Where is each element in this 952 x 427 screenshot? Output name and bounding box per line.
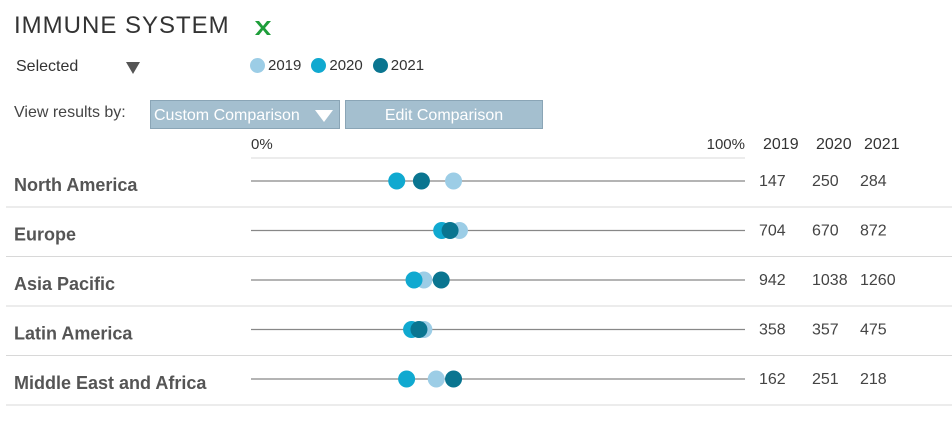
- dot-2020: [405, 271, 423, 289]
- legend: 2019 2020 2021: [250, 57, 434, 74]
- cell-value-2021: 218: [860, 371, 887, 388]
- page-title: IMMUNE SYSTEM: [14, 12, 230, 39]
- cell-value-2020: 1038: [812, 272, 848, 289]
- edit-comparison-button[interactable]: Edit Comparison: [345, 100, 543, 129]
- dot-2021: [410, 321, 428, 338]
- column-header-2021: 2021: [864, 136, 900, 153]
- caret-down-icon: [315, 110, 333, 122]
- excel-export-icon[interactable]: [252, 19, 274, 37]
- row-label: Asia Pacific: [14, 274, 115, 294]
- view-results-label: View results by:: [14, 104, 126, 121]
- legend-item-2021: 2021: [372, 57, 425, 74]
- cell-value-2019: 942: [759, 272, 786, 289]
- dot-2019: [427, 370, 445, 388]
- cell-value-2020: 251: [812, 371, 839, 388]
- chevron-down-icon[interactable]: [126, 62, 140, 74]
- custom-comparison-label: Custom Comparison: [154, 107, 300, 124]
- custom-comparison-dropdown[interactable]: Custom Comparison: [150, 100, 340, 129]
- dot-2019: [445, 172, 463, 190]
- cell-value-2021: 872: [860, 223, 887, 240]
- legend-swatch: [311, 58, 327, 73]
- cell-value-2021: 1260: [860, 272, 896, 289]
- legend-label: 2020: [329, 57, 363, 74]
- row-label: Middle East and Africa: [14, 373, 207, 393]
- legend-swatch: [250, 58, 265, 73]
- dot-2020: [388, 172, 406, 190]
- legend-swatch: [372, 58, 388, 73]
- cell-value-2020: 670: [812, 223, 839, 240]
- legend-item-2020: 2020: [311, 57, 363, 74]
- column-header-2020: 2020: [816, 136, 852, 153]
- cell-value-2019: 147: [759, 173, 786, 190]
- row-label: North America: [14, 175, 138, 195]
- cell-value-2019: 704: [759, 223, 786, 240]
- dot-2021: [412, 172, 430, 190]
- cell-value-2020: 357: [812, 322, 839, 339]
- cell-value-2019: 358: [759, 322, 786, 339]
- cell-value-2021: 284: [860, 173, 887, 190]
- cell-value-2020: 250: [812, 173, 839, 190]
- legend-label: 2019: [268, 57, 302, 74]
- column-header-2019: 2019: [763, 136, 799, 153]
- cell-value-2019: 162: [759, 371, 786, 388]
- row-label: Latin America: [14, 324, 133, 344]
- dot-2021: [445, 370, 463, 388]
- dot-2021: [432, 271, 450, 289]
- selected-dropdown-label[interactable]: Selected: [16, 58, 79, 75]
- dot-2020: [398, 370, 416, 388]
- row-label: Europe: [14, 225, 76, 245]
- dot-2021: [441, 222, 459, 239]
- axis-max-label: 100%: [707, 136, 745, 153]
- cell-value-2021: 475: [860, 322, 887, 339]
- legend-item-2019: 2019: [250, 57, 301, 74]
- legend-label: 2021: [390, 57, 425, 74]
- axis-min-label: 0%: [251, 136, 273, 153]
